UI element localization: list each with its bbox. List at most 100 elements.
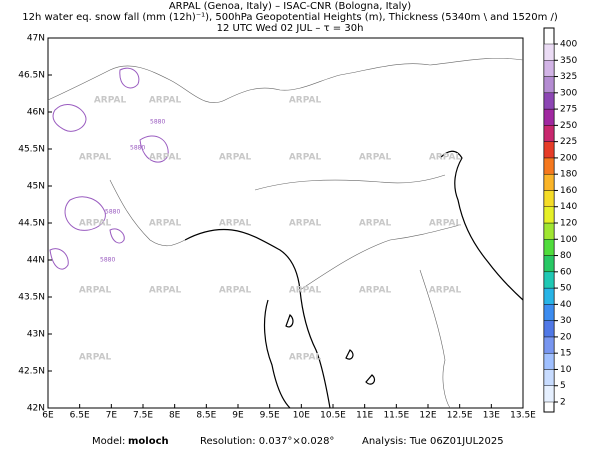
colorbar-label: 300	[560, 88, 577, 98]
colorbar-label: 20	[560, 332, 572, 342]
title-line: ARPAL (Genoa, Italy) – ISAC-CNR (Bologna…	[169, 1, 411, 12]
colorbar-swatch	[543, 255, 555, 273]
x-tick-label: 11E	[356, 411, 373, 421]
x-tick-label: 7E	[106, 411, 118, 421]
colorbar-swatch	[543, 60, 555, 77]
watermark: ARPAL	[79, 219, 112, 229]
y-tick-label: 46.5N	[18, 71, 45, 81]
watermark: ARPAL	[359, 286, 392, 296]
colorbar-label: 80	[560, 251, 572, 261]
y-tick-label: 45.5N	[18, 145, 45, 155]
watermark: ARPAL	[219, 286, 252, 296]
x-tick-label: 7.5E	[133, 411, 153, 421]
contour-label: 5880	[130, 145, 145, 152]
y-tick-label: 43.5N	[18, 293, 45, 303]
contour-label: 5880	[100, 257, 115, 264]
y-tick-label: 45N	[27, 182, 45, 192]
colorbar-swatch	[543, 304, 555, 321]
y-tick-label: 47N	[27, 34, 45, 44]
watermark: ARPAL	[149, 286, 182, 296]
colorbar-swatch	[543, 141, 555, 159]
colorbar-label: 325	[560, 72, 577, 82]
x-tick-label: 10E	[293, 411, 310, 421]
colorbar-label: 140	[560, 202, 577, 212]
watermark: ARPAL	[219, 219, 252, 229]
watermark: ARPAL	[359, 153, 392, 163]
colorbar-swatch	[543, 222, 555, 240]
colorbar-label: 120	[560, 219, 577, 229]
colorbar-label: 250	[560, 121, 577, 131]
colorbar-swatch	[543, 271, 555, 289]
colorbar-label: 275	[560, 105, 577, 115]
colorbar-label: 50	[560, 284, 572, 294]
x-tick-label: 12.5E	[447, 411, 473, 421]
watermark: ARPAL	[219, 153, 252, 163]
colorbar-label: 30	[560, 316, 572, 326]
x-tick-label: 9.5E	[260, 411, 280, 421]
colorbar-swatch	[543, 190, 555, 207]
colorbar-label: 40	[560, 300, 572, 310]
y-tick-label: 43N	[27, 330, 45, 340]
watermark: ARPAL	[289, 353, 322, 363]
footer-resolution: Resolution: 0.037°×0.028°	[200, 436, 334, 447]
colorbar: 2 5 10 15 20 30 40 50 60 80 100 120 140 160 180 200 225 2…	[543, 27, 577, 413]
contour-label: 5880	[150, 119, 165, 126]
watermark: ARPAL	[79, 153, 112, 163]
colorbar-label: 60	[560, 267, 572, 277]
x-tick-label: 12E	[419, 411, 436, 421]
x-tick-label: 8E	[169, 411, 181, 421]
x-tick-label: 6E	[42, 411, 54, 421]
watermark: ARPAL	[79, 353, 112, 363]
watermark: ARPAL	[149, 219, 182, 229]
colorbar-swatch	[543, 287, 555, 305]
watermark: ARPAL	[79, 286, 112, 296]
borders	[47, 58, 524, 409]
colorbar-swatch	[543, 108, 555, 126]
colorbar-swatch	[543, 385, 555, 403]
y-tick-label: 42.5N	[18, 367, 45, 377]
footer-model: moloch	[128, 436, 169, 447]
contour-label: 5880	[105, 209, 120, 216]
map-frame	[47, 37, 524, 409]
watermark: ARPAL	[149, 96, 182, 106]
x-tick-label: 13.5E	[510, 411, 536, 421]
colorbar-swatch	[543, 206, 555, 224]
colorbar-label: 160	[560, 186, 577, 196]
colorbar-label: 350	[560, 56, 577, 66]
watermark: ARPAL	[94, 96, 127, 106]
colorbar-label: 180	[560, 170, 577, 180]
colorbar-swatch	[543, 125, 555, 142]
colorbar-swatch	[543, 320, 555, 338]
colorbar-swatch	[543, 352, 555, 370]
colorbar-swatch	[543, 92, 555, 110]
colorbar-swatch	[543, 43, 555, 61]
y-tick-label: 44.5N	[18, 219, 45, 229]
x-tick-label: 8.5E	[196, 411, 216, 421]
x-tick-label: 10.5E	[320, 411, 346, 421]
watermark: ARPAL	[429, 219, 462, 229]
watermark: ARPAL	[289, 219, 322, 229]
x-tick-label: 13E	[483, 411, 500, 421]
watermark: ARPAL	[149, 153, 182, 163]
colorbar-label: 225	[560, 137, 577, 147]
colorbar-swatch	[543, 173, 555, 191]
colorbar-label: 10	[560, 365, 572, 375]
watermark: ARPAL	[429, 286, 462, 296]
coastline	[184, 150, 524, 409]
watermark: ARPAL	[289, 96, 322, 106]
watermark: ARPAL	[289, 286, 322, 296]
watermark: ARPAL	[359, 219, 392, 229]
x-tick-label: 11.5E	[383, 411, 409, 421]
colorbar-swatch	[543, 369, 555, 386]
colorbar-swatch	[543, 76, 555, 94]
y-tick-label: 44N	[27, 256, 45, 266]
colorbar-label: 100	[560, 235, 577, 245]
watermark: ARPAL	[289, 153, 322, 163]
footer-analysis: Analysis: Tue 06Z01JUL2025	[362, 436, 504, 447]
y-tick-label: 46N	[27, 108, 45, 118]
watermark: ARPAL	[429, 153, 462, 163]
colorbar-label: 400	[560, 40, 577, 50]
colorbar-swatch	[543, 157, 555, 175]
x-tick-label: 9E	[232, 411, 244, 421]
